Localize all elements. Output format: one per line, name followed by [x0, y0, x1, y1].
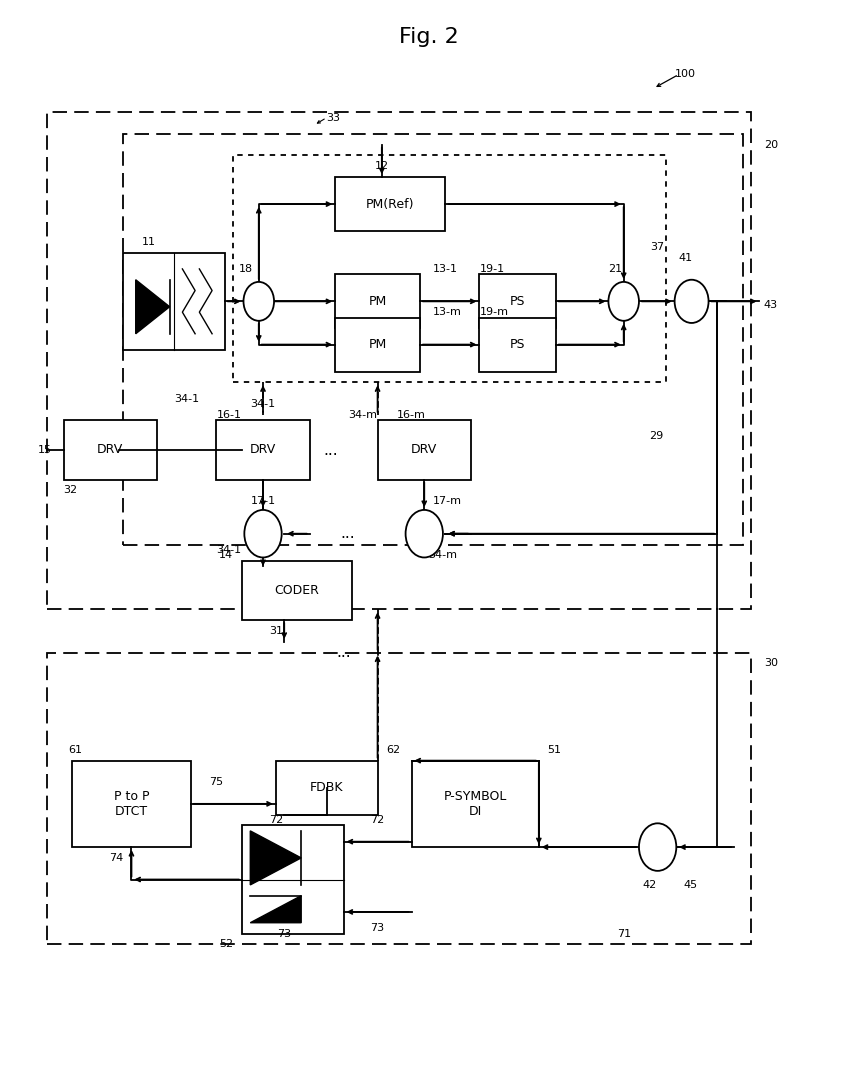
Bar [335, 178, 446, 231]
Text: DRV: DRV [411, 443, 437, 456]
Text: 21: 21 [608, 264, 622, 274]
Text: 32: 32 [63, 486, 78, 495]
Bar [123, 253, 225, 350]
Text: 34-m: 34-m [428, 550, 458, 561]
Text: 19-1: 19-1 [479, 264, 505, 274]
Bar [335, 274, 420, 329]
Text: 34-m: 34-m [348, 409, 377, 420]
Text: 15: 15 [38, 445, 52, 455]
Text: PM: PM [369, 338, 387, 351]
Text: 17-1: 17-1 [250, 497, 276, 506]
Polygon shape [250, 896, 301, 922]
Text: 71: 71 [617, 929, 631, 939]
Text: 42: 42 [642, 880, 656, 890]
Text: 62: 62 [386, 745, 400, 755]
Bar [233, 156, 666, 382]
Text: 75: 75 [209, 778, 224, 787]
Text: 45: 45 [683, 880, 698, 890]
Text: 34-1: 34-1 [250, 399, 275, 409]
Circle shape [608, 282, 639, 321]
Text: 33: 33 [327, 112, 341, 123]
Text: 72: 72 [370, 815, 385, 825]
Text: 16-1: 16-1 [216, 409, 242, 420]
Circle shape [674, 280, 709, 323]
Circle shape [639, 823, 676, 871]
Text: PM: PM [369, 295, 387, 308]
Text: 61: 61 [68, 745, 81, 755]
Text: 29: 29 [649, 431, 663, 441]
Bar [46, 652, 751, 944]
Bar [242, 561, 352, 620]
Text: 74: 74 [109, 853, 123, 862]
Text: P-SYMBOL
DI: P-SYMBOL DI [443, 790, 506, 818]
Text: 12: 12 [375, 161, 389, 171]
Text: 17-m: 17-m [433, 497, 462, 506]
Bar [123, 134, 742, 544]
Text: 73: 73 [277, 929, 291, 939]
Text: 34-1: 34-1 [216, 544, 242, 555]
Text: DRV: DRV [97, 443, 123, 456]
Text: 100: 100 [674, 70, 696, 79]
Text: 14: 14 [219, 550, 233, 561]
Bar [411, 760, 539, 847]
Text: PM(Ref): PM(Ref) [366, 197, 415, 210]
Bar [276, 760, 378, 815]
Text: P to P
DTCT: P to P DTCT [114, 790, 149, 818]
Bar [72, 760, 191, 847]
Text: CODER: CODER [274, 584, 320, 597]
Text: 43: 43 [764, 299, 778, 309]
Circle shape [244, 510, 282, 558]
Text: 11: 11 [141, 237, 155, 247]
Bar [63, 420, 157, 479]
Text: 52: 52 [219, 940, 233, 950]
Text: 13-m: 13-m [433, 307, 462, 317]
Text: ...: ... [340, 526, 355, 541]
Text: 20: 20 [764, 139, 778, 149]
Bar [46, 112, 751, 610]
Text: 72: 72 [268, 815, 283, 825]
Bar [378, 420, 471, 479]
Text: 30: 30 [764, 659, 777, 669]
Text: FDBK: FDBK [310, 781, 344, 794]
Text: 16-m: 16-m [397, 409, 426, 420]
Text: PS: PS [510, 338, 525, 351]
Text: 13-1: 13-1 [433, 264, 458, 274]
Circle shape [243, 282, 274, 321]
Bar [479, 274, 556, 329]
Text: 31: 31 [269, 626, 283, 636]
Text: Fig. 2: Fig. 2 [399, 26, 458, 47]
Text: DRV: DRV [250, 443, 276, 456]
Text: 34-1: 34-1 [174, 393, 199, 404]
Text: 41: 41 [679, 253, 693, 264]
Text: 19-m: 19-m [479, 307, 508, 317]
Text: 51: 51 [548, 745, 561, 755]
Text: PS: PS [510, 295, 525, 308]
Circle shape [405, 510, 443, 558]
Text: 73: 73 [370, 923, 385, 933]
Polygon shape [135, 280, 170, 333]
Text: ...: ... [324, 443, 339, 458]
Text: 18: 18 [239, 264, 253, 274]
Polygon shape [250, 831, 301, 885]
Bar [479, 318, 556, 371]
Bar [216, 420, 309, 479]
Bar [242, 825, 344, 933]
Bar [335, 318, 420, 371]
Text: ...: ... [336, 645, 351, 660]
Text: 37: 37 [650, 243, 665, 253]
